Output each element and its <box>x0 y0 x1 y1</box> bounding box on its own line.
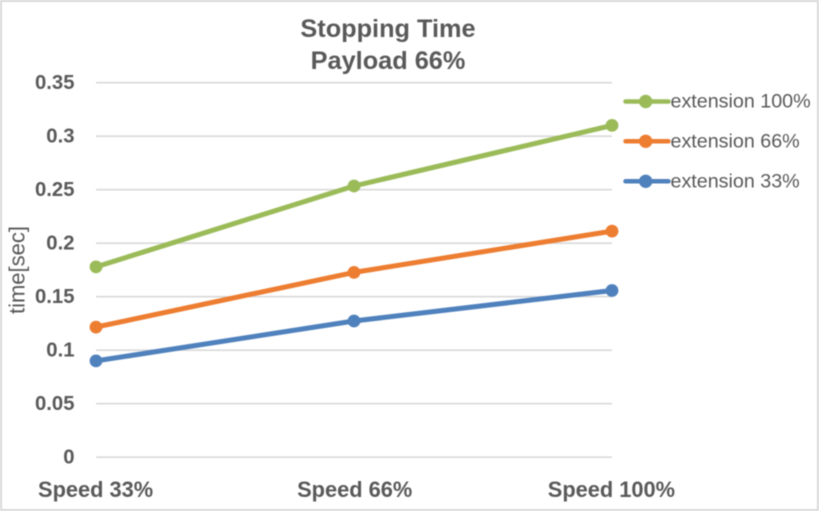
svg-text:0.1: 0.1 <box>46 340 74 362</box>
svg-text:Stopping Time: Stopping Time <box>300 15 475 43</box>
svg-text:0.25: 0.25 <box>35 179 74 201</box>
svg-text:Payload 66%: Payload 66% <box>311 47 466 75</box>
svg-text:0.2: 0.2 <box>46 233 74 255</box>
svg-text:extension 33%: extension 33% <box>671 170 800 192</box>
svg-text:0.3: 0.3 <box>46 126 74 148</box>
svg-text:extension 66%: extension 66% <box>671 130 800 152</box>
svg-text:Speed 100%: Speed 100% <box>548 477 675 502</box>
svg-text:0: 0 <box>63 447 74 469</box>
svg-text:Speed 33%: Speed 33% <box>38 477 153 502</box>
svg-text:extension 100%: extension 100% <box>671 91 811 113</box>
svg-text:Speed 66%: Speed 66% <box>297 477 412 502</box>
svg-text:0.15: 0.15 <box>35 286 74 308</box>
svg-text:time[sec]: time[sec] <box>5 226 30 314</box>
svg-text:0.35: 0.35 <box>35 72 74 94</box>
svg-text:0.05: 0.05 <box>35 393 74 415</box>
